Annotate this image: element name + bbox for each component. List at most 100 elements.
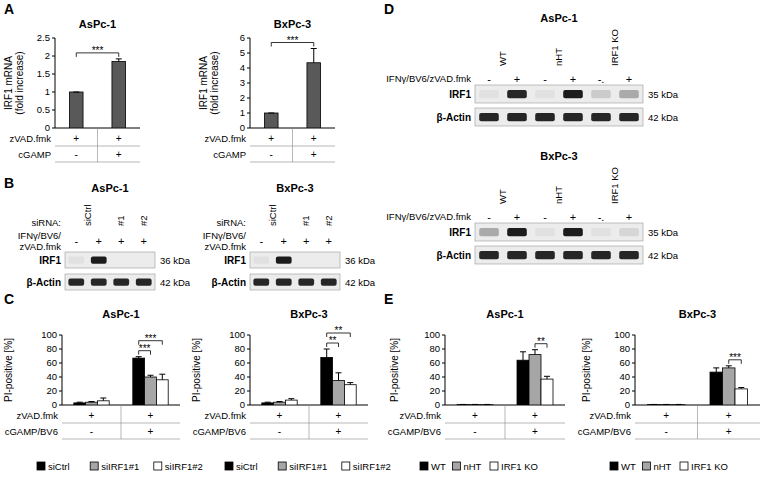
y-axis [445,335,446,405]
lane-label: IRF1 KO [609,29,620,66]
figure: ABCDEAsPc-1IRF1 mRNA(fold increase)00.51… [0,0,777,496]
error-bar [116,59,122,62]
band [276,256,292,263]
tick-label: 60 [234,357,245,368]
blot-title: AsPc-1 [540,12,577,24]
tick-label: 0 [435,399,440,410]
tick-label: 4 [240,62,245,73]
legend: siCtrlsiIRF1#1siIRF1#2 [225,461,391,472]
tick-label: 100 [614,329,630,340]
error-cap [347,382,353,383]
significance-label: *** [729,352,741,363]
lane-label: #1 [300,215,311,226]
error-bar [159,374,165,380]
blot-membrane [475,108,643,126]
y-tick [442,391,445,392]
band-name: β-Actin [212,277,246,288]
axis-title: IRF1 mRNA [3,56,14,110]
tick-label: 5 [240,47,245,58]
condition-label: zVAD.fmk [16,410,58,421]
blot-title: BxPc-3 [540,150,577,162]
blot-membrane [250,274,340,290]
bar [274,402,286,405]
error-bar [663,404,669,405]
error-bar [277,401,283,403]
tick-label: 40 [429,371,440,382]
bar [735,389,748,405]
error-bar [288,399,294,400]
band-size: 42 kDa [648,112,679,123]
error-bar [265,402,271,404]
chart-title: BxPc-3 [679,308,716,320]
significance-label: ** [537,336,545,347]
y-tick [247,363,250,364]
bar [264,113,278,128]
error-line [716,368,717,372]
band [479,251,499,259]
tick-label: 20 [46,385,57,396]
condition-value: + [277,410,283,421]
error-bar [89,401,95,403]
bar [69,92,83,128]
y-tick [247,98,250,99]
condition-label: zVAD.fmk [589,410,631,421]
tick-label: 0 [240,399,245,410]
band [253,278,269,285]
error-cap [484,404,490,405]
band [136,256,152,263]
chart-title: AsPc-1 [79,18,116,30]
error-cap [336,372,342,373]
bar-chart: BxPc-3PI-positive [%]020406080100zVAD.fm… [578,308,760,472]
bar [469,404,481,405]
error-bar [713,368,719,372]
y-axis [250,335,251,405]
blot-membrane [65,252,155,268]
error-cap [136,356,142,357]
condition-value: + [726,426,732,437]
treatment-sign: + [570,211,576,223]
tick-label: 0 [52,399,57,410]
band [68,256,84,263]
tick-label: 3 [240,77,245,88]
legend-label: siIRF1#1 [289,461,327,472]
lane-label: #2 [138,215,149,226]
legend-label: siCtrl [236,461,258,472]
error-cap [472,404,478,405]
blot-membrane [475,223,643,241]
treatment-sign: - [74,235,78,247]
y-tick [59,405,62,406]
legend-label: siCtrl [48,461,70,472]
condition-value: + [663,410,669,421]
condition-value: - [278,426,281,437]
plot-area [648,366,748,405]
significance-label: ** [335,325,343,336]
axis-title: PI-positive [%] [191,338,202,402]
bar [262,403,274,405]
legend-label: siIRF1#1 [101,461,139,472]
error-cap [116,58,122,59]
error-bar [324,349,330,357]
treatment-sign: + [570,73,576,85]
error-bar [520,352,526,360]
y-tick [442,405,445,406]
tick-label: 0 [625,399,630,410]
condition-value: + [73,133,79,144]
error-cap [532,349,538,350]
lane-label: siCtrl [267,204,278,226]
y-tick [247,391,250,392]
treatment-sign: + [281,235,287,247]
axis-title: PI-positive [%] [3,338,14,402]
lane-label: nHT [553,48,564,66]
treatment-sign: + [96,235,102,247]
lane-label: siCtrl [82,204,93,226]
y-tick [632,377,635,378]
band-name: β-Actin [437,250,471,261]
y-tick [59,363,62,364]
bar-chart: AsPc-1PI-positive [%]020406080100zVAD.fm… [3,308,203,472]
error-line [523,352,524,360]
error-cap [159,374,165,375]
table-line [505,405,506,439]
bar [285,400,297,405]
error-cap [268,113,274,114]
significance-label: *** [287,35,299,46]
